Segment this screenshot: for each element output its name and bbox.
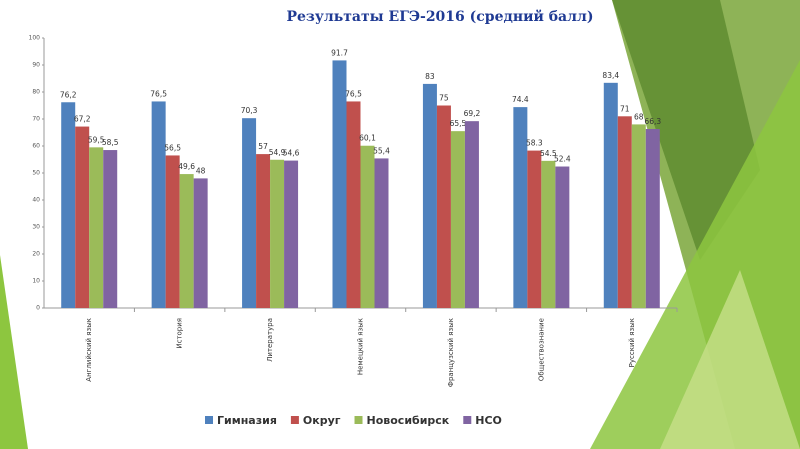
value-label: 75: [439, 94, 449, 103]
value-label: 54,6: [283, 149, 300, 158]
value-label: 70,3: [241, 106, 258, 115]
bar: [450, 131, 465, 308]
y-tick-label: 70: [32, 116, 40, 123]
bar: [103, 150, 118, 308]
bar: [631, 124, 646, 309]
y-tick-label: 20: [32, 251, 40, 258]
bar: [151, 101, 166, 308]
value-label: 76,5: [150, 89, 167, 98]
chart-title: Результаты ЕГЭ-2016 (средний балл): [287, 8, 594, 25]
value-label: 58.3: [526, 139, 543, 148]
value-label: 66,3: [644, 117, 661, 126]
value-label: 74.4: [512, 95, 529, 104]
value-label: 58,5: [102, 138, 119, 147]
y-tick-label: 90: [32, 62, 40, 69]
value-label: 69,2: [464, 109, 481, 118]
bar: [75, 126, 90, 308]
bar: [89, 147, 104, 308]
value-label: 83: [425, 72, 435, 81]
x-tick-label: История: [176, 318, 184, 349]
bar: [270, 159, 285, 308]
value-label: 54.5: [540, 149, 557, 158]
bar: [165, 155, 180, 308]
bar: [422, 83, 437, 309]
decor-shape: [660, 270, 800, 449]
bar: [242, 118, 257, 308]
legend-label: Округ: [303, 414, 341, 427]
legend-label: Гимназия: [217, 414, 277, 427]
bar: [360, 145, 375, 308]
x-tick-label: Русский язык: [628, 318, 636, 367]
bar: [61, 102, 76, 308]
x-tick-label: Английский язык: [85, 318, 93, 382]
value-label: 67,2: [74, 115, 91, 124]
decor-shape: [612, 0, 760, 260]
y-tick-label: 50: [32, 170, 40, 177]
legend-swatch: [354, 416, 363, 424]
bar: [541, 160, 556, 308]
y-tick-label: 10: [32, 278, 40, 285]
bar: [555, 166, 570, 308]
bar: [193, 178, 208, 308]
value-label: 68: [634, 112, 644, 121]
value-label: 76,2: [60, 90, 77, 99]
bar: [256, 154, 271, 308]
value-label: 91.7: [331, 48, 348, 57]
value-label: 52.4: [554, 155, 571, 164]
y-tick-label: 100: [29, 35, 41, 42]
legend-swatch: [290, 416, 299, 424]
bar: [284, 160, 299, 308]
x-tick-label: Обществознание: [537, 318, 545, 381]
value-label: 59,5: [88, 135, 105, 144]
value-label: 54,9: [269, 148, 286, 157]
value-label: 71: [620, 104, 630, 113]
bar: [346, 101, 361, 308]
bar: [617, 116, 632, 308]
value-label: 55,4: [373, 146, 390, 155]
x-tick-label: Литература: [266, 318, 274, 362]
bar: [179, 174, 194, 308]
bar: [332, 60, 347, 308]
x-tick-label: Немецкий язык: [357, 318, 365, 375]
bar: [464, 121, 479, 308]
legend-label: Новосибирск: [367, 414, 450, 427]
value-label: 57: [258, 142, 268, 151]
value-label: 76,5: [345, 89, 362, 98]
x-tick-label: Французский язык: [447, 318, 455, 387]
bar: [645, 128, 660, 308]
y-tick-label: 80: [32, 89, 40, 96]
legend-label: НСО: [475, 414, 502, 427]
value-label: 83,4: [602, 71, 619, 80]
decor-shape: [0, 255, 28, 449]
value-label: 48: [196, 166, 206, 175]
y-tick-label: 60: [32, 143, 40, 150]
legend-swatch: [205, 416, 213, 424]
value-label: 65,5: [450, 119, 467, 128]
y-tick-label: 40: [32, 197, 40, 204]
legend-swatch: [463, 416, 472, 424]
bar: [527, 150, 542, 308]
bar: [513, 107, 528, 309]
y-tick-label: 0: [36, 305, 40, 312]
bar: [436, 105, 451, 308]
value-label: 60,1: [359, 134, 376, 143]
y-tick-label: 30: [32, 224, 40, 231]
value-label: 56,5: [164, 143, 181, 152]
bar: [603, 82, 618, 308]
bar: [374, 158, 389, 308]
value-label: 49,6: [178, 162, 195, 171]
